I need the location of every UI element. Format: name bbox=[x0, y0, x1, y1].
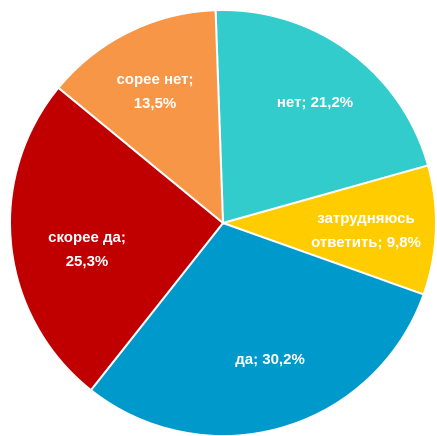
pie-slice bbox=[56, 9, 225, 226]
pie-slice bbox=[219, 164, 437, 296]
pie-slice bbox=[89, 221, 425, 436]
data-label: 25,3% bbox=[66, 253, 109, 270]
data-label: ответить; 9,8% bbox=[311, 234, 421, 251]
data-label: да; 30,2% bbox=[235, 351, 305, 368]
pie-slice bbox=[214, 9, 430, 225]
data-label: затрудняюсь bbox=[317, 210, 414, 227]
data-label: скорее да; bbox=[48, 229, 126, 246]
pie-slice bbox=[9, 86, 225, 392]
data-label: 13,5% bbox=[134, 95, 177, 112]
data-label: сорее нет; bbox=[116, 71, 193, 88]
data-label: нет; 21,2% bbox=[277, 94, 353, 111]
